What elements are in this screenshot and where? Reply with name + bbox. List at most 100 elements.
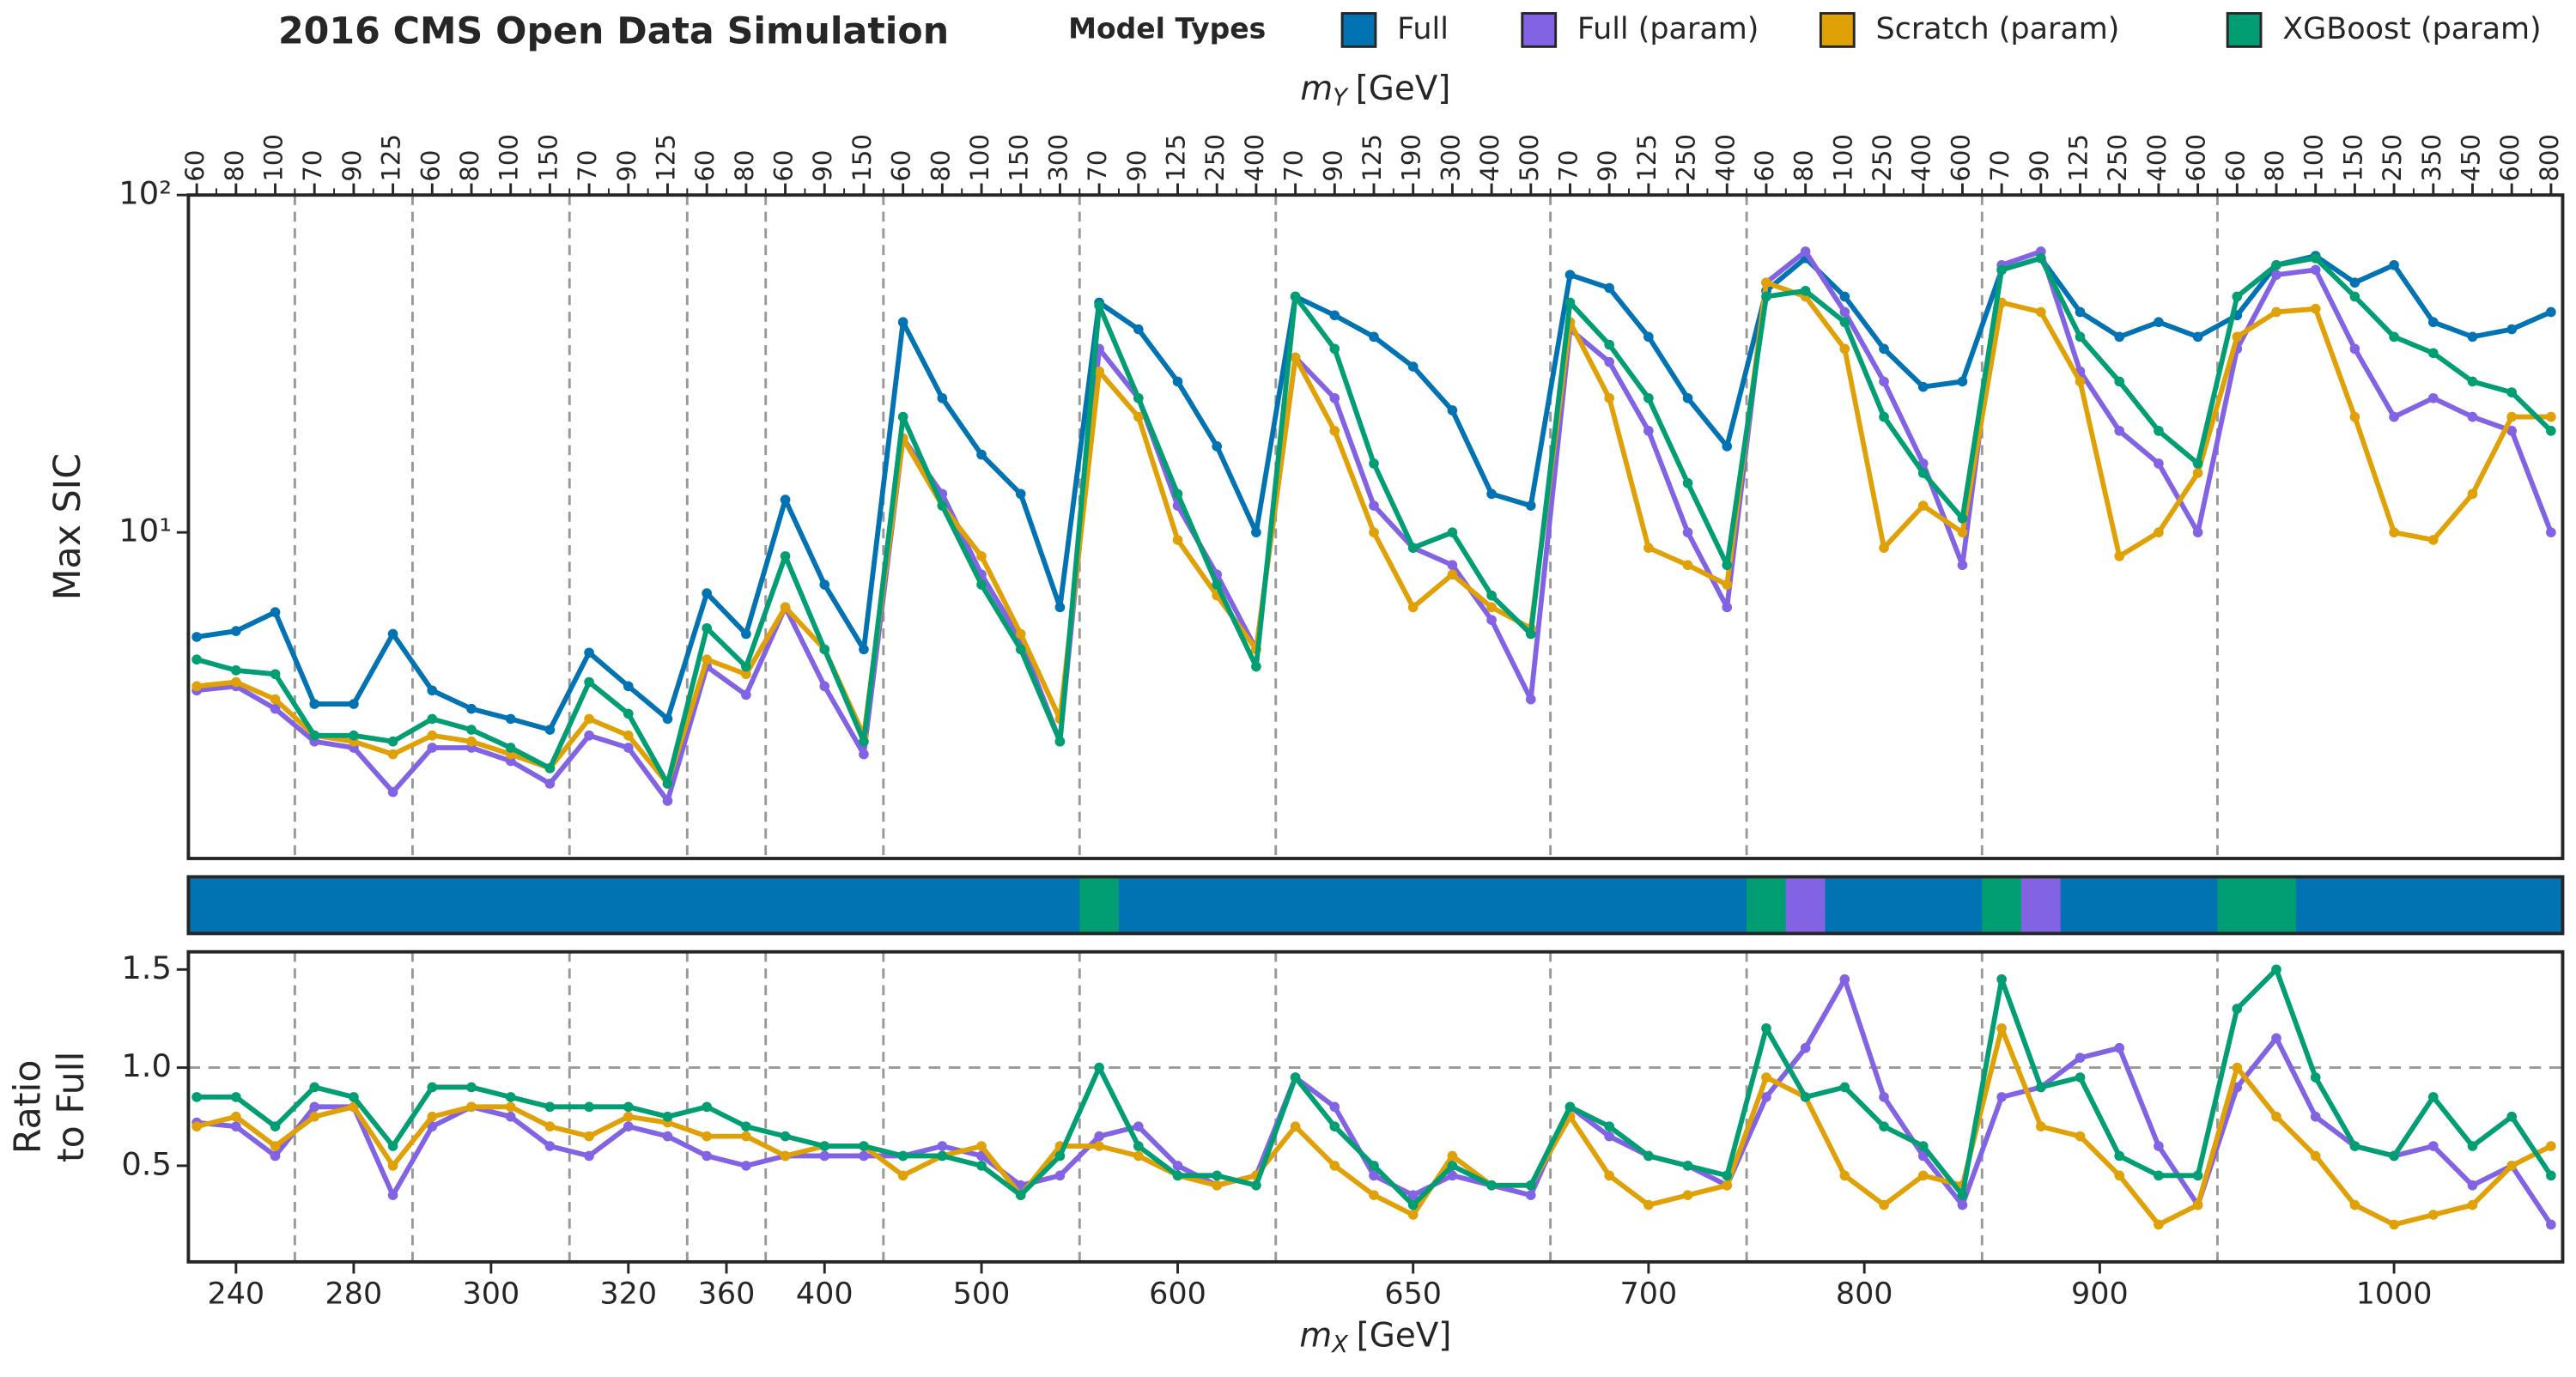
data-point: [544, 1101, 556, 1113]
data-point: [1800, 246, 1811, 257]
data-point: [2271, 259, 2281, 270]
data-point: [819, 681, 830, 692]
data-point: [2192, 458, 2203, 469]
data-point: [270, 607, 281, 617]
data-point: [2192, 527, 2203, 537]
data-point: [1996, 264, 2007, 276]
data-point: [1369, 458, 1379, 469]
data-point: [623, 708, 634, 719]
x-tick-label-top: 600: [1946, 134, 1975, 182]
data-point: [1015, 1190, 1026, 1201]
data-point: [1917, 468, 1929, 478]
axis-symbol: m: [1299, 1316, 1332, 1355]
data-point: [2114, 376, 2125, 387]
data-point: [937, 1150, 948, 1162]
data-point: [1407, 602, 1419, 613]
best-model-cell: [334, 877, 374, 934]
data-point: [1722, 1180, 1733, 1191]
data-point: [1212, 441, 1223, 452]
data-point: [2232, 291, 2243, 302]
data-point: [1015, 644, 1026, 655]
data-point: [1879, 543, 1889, 553]
x-tick-label-top: 125: [1632, 134, 1662, 182]
data-point: [1172, 376, 1183, 387]
data-point: [544, 1121, 556, 1132]
data-point: [230, 676, 241, 688]
best-model-cell: [1275, 877, 1316, 934]
x-tick-label-top: 60: [2221, 150, 2250, 182]
axis-unit: [GeV]: [1357, 1316, 1452, 1355]
data-point: [270, 694, 281, 705]
data-point: [2427, 348, 2439, 359]
x-tick-label-top: 70: [1553, 150, 1583, 182]
data-point: [741, 1161, 751, 1171]
data-point: [1682, 527, 1693, 537]
best-model-cell: [1747, 877, 1787, 934]
data-point: [2310, 252, 2321, 264]
data-point: [1290, 1121, 1301, 1132]
best-model-cell: [1354, 877, 1394, 934]
best-model-cell: [1079, 877, 1120, 934]
x-tick-label-top: 60: [769, 150, 799, 182]
data-point: [1133, 392, 1144, 403]
data-point: [1133, 411, 1144, 422]
data-point: [2467, 488, 2478, 500]
x-tick-label-top: 80: [220, 150, 249, 182]
data-point: [623, 681, 634, 692]
x-tick-label-top: 70: [1083, 150, 1112, 182]
y-axis-label: Ratio: [6, 1060, 49, 1155]
data-point: [2271, 306, 2281, 318]
data-point: [1839, 974, 1850, 985]
data-point: [2546, 527, 2556, 537]
best-model-cell: [2099, 877, 2141, 934]
data-point: [270, 1121, 281, 1132]
data-point: [2389, 527, 2399, 537]
legend-swatch: [1819, 12, 1856, 48]
data-point: [270, 1141, 281, 1151]
legend-title: Model Types: [1068, 11, 1266, 45]
data-point: [1564, 297, 1576, 308]
data-point: [1879, 1199, 1889, 1210]
data-point: [1604, 1170, 1614, 1181]
data-point: [976, 1141, 987, 1151]
x-tick-label-top: 150: [533, 134, 562, 182]
best-model-cell: [922, 877, 963, 934]
data-point: [2506, 324, 2518, 335]
data-point: [741, 1131, 751, 1142]
data-point: [505, 1101, 516, 1113]
data-point: [427, 1121, 438, 1132]
best-model-cell: [2295, 877, 2336, 934]
best-model-cell: [1982, 877, 2022, 934]
data-point: [2114, 331, 2125, 343]
data-point: [1054, 602, 1066, 613]
data-point: [819, 1141, 830, 1151]
data-point: [2349, 1199, 2360, 1210]
x-tick-label-top: 350: [2417, 134, 2446, 182]
data-point: [1094, 300, 1104, 311]
x-tick-label-top: 400: [1475, 134, 1504, 182]
best-model-cell: [1472, 877, 1512, 934]
data-point: [976, 1161, 987, 1171]
data-point: [2114, 1150, 2125, 1162]
data-point: [505, 743, 516, 753]
data-point: [819, 1150, 830, 1162]
data-point: [976, 551, 987, 561]
data-point: [427, 730, 438, 741]
data-point: [1094, 1062, 1104, 1073]
x-tick-label-top: 150: [1005, 134, 1034, 182]
data-point: [191, 1121, 202, 1132]
data-point: [702, 622, 712, 634]
legend-swatch: [1340, 12, 1377, 48]
x-tick-label-top: 400: [1240, 134, 1269, 182]
best-model-cell: [2492, 877, 2532, 934]
best-model-cell: [1589, 877, 1630, 934]
data-point: [2232, 331, 2243, 343]
best-model-cell: [2217, 877, 2258, 934]
data-point: [387, 1141, 398, 1151]
data-point: [2546, 306, 2556, 318]
x-axis-label-top: mY [GeV]: [1300, 69, 1450, 111]
data-point: [1212, 579, 1223, 590]
data-point: [897, 317, 908, 328]
plot-frame: [186, 875, 2565, 936]
best-model-cell: [216, 877, 257, 934]
